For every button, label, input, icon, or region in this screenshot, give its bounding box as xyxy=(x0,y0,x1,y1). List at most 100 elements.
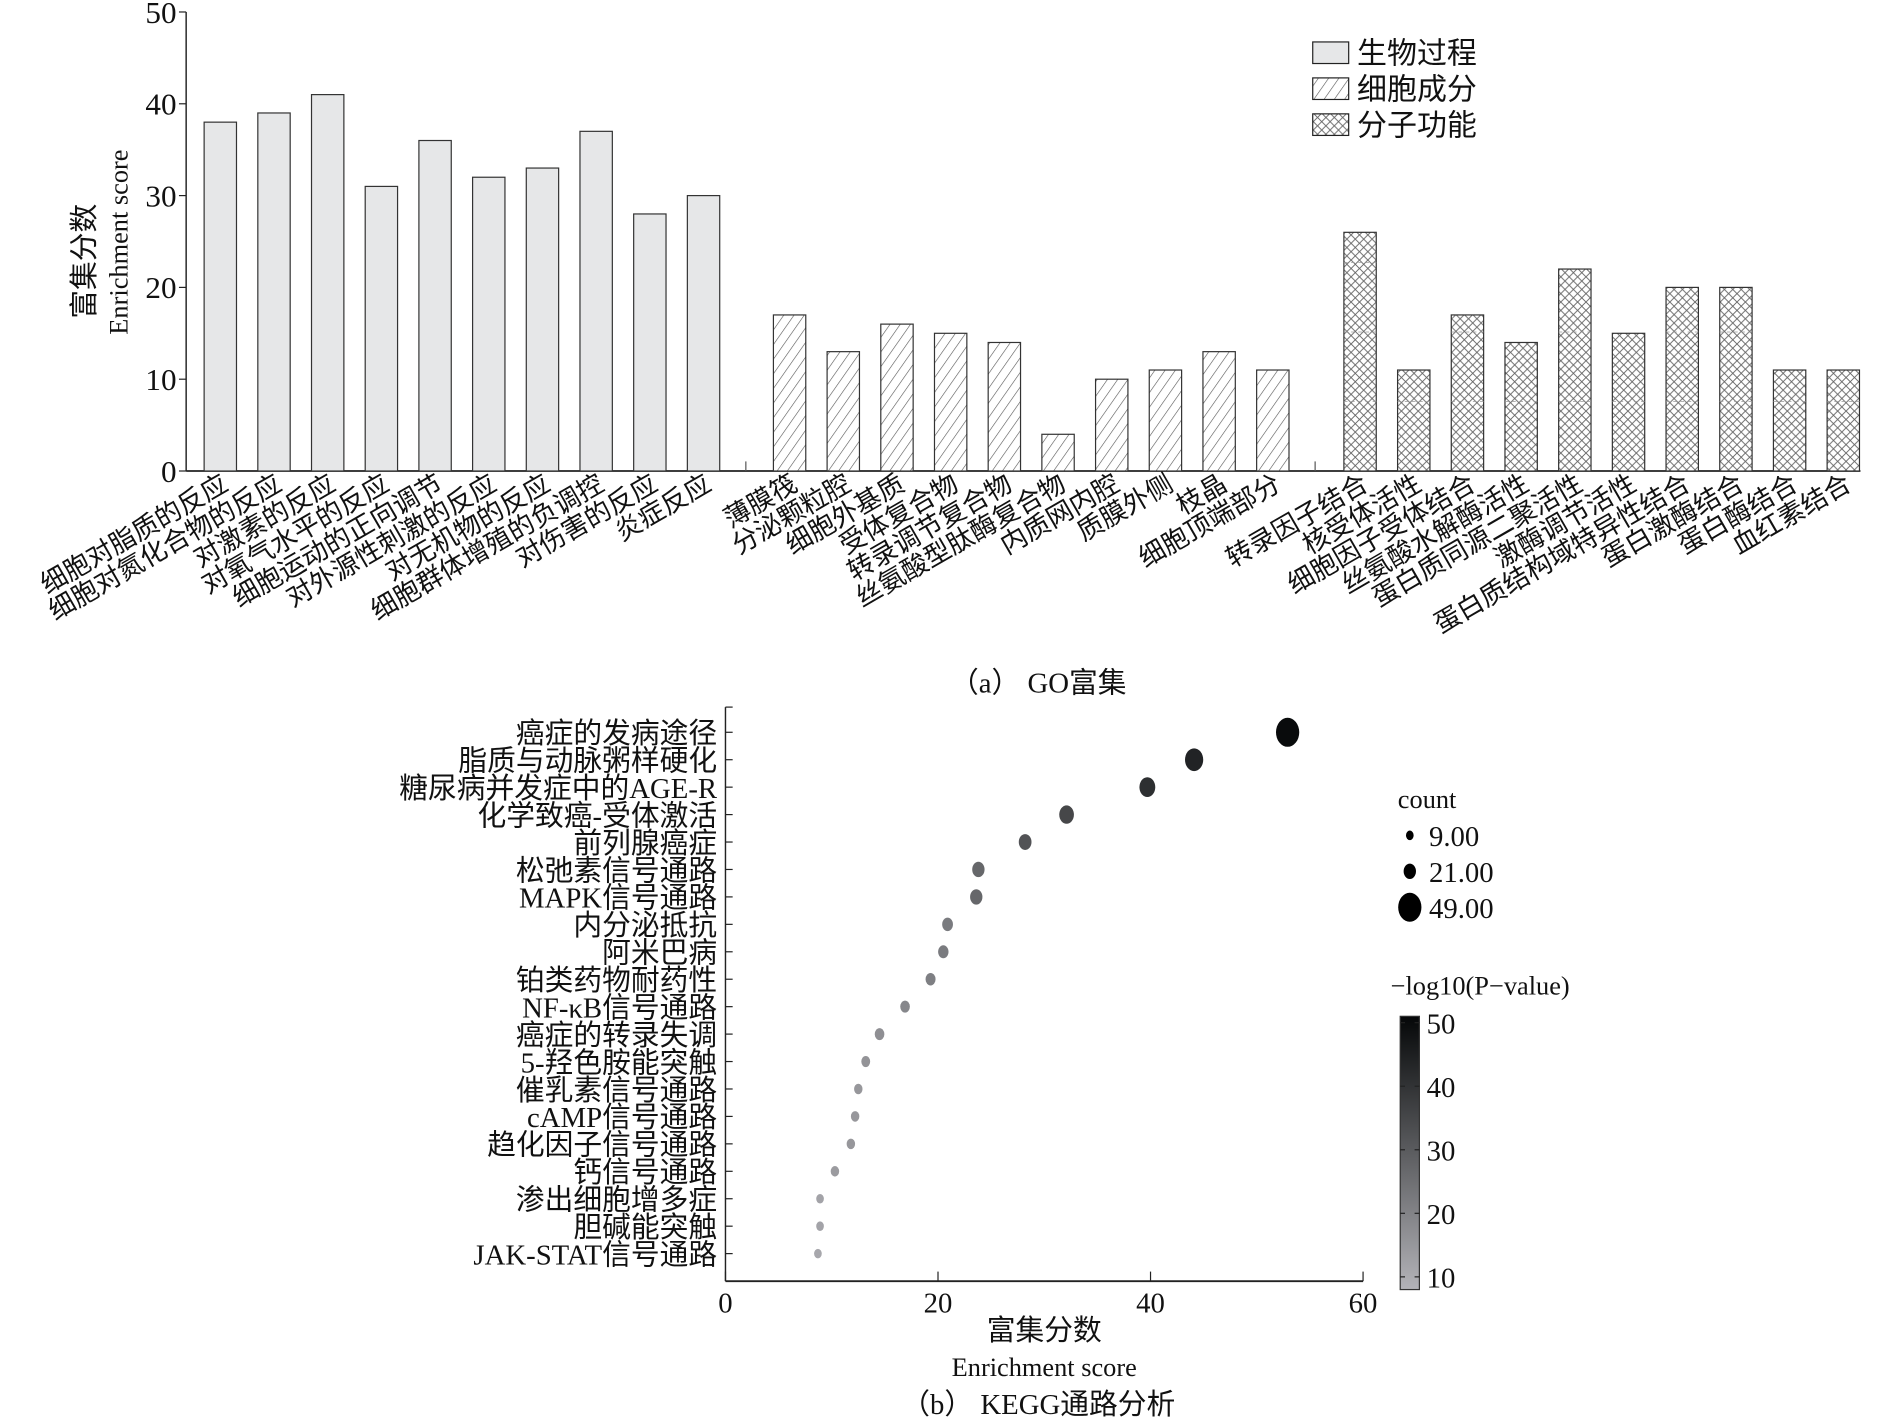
bar-solid xyxy=(579,130,613,472)
pathway-label: 5-羟色胺能突触 xyxy=(521,1047,717,1079)
bar-solid xyxy=(364,185,399,472)
legend-label: 细胞成分 xyxy=(1357,73,1477,106)
pathway-label: 内分泌抵抗 xyxy=(573,910,717,942)
pathway-label: cAMP信号通路 xyxy=(527,1102,717,1134)
size-legend-dot xyxy=(1403,863,1416,880)
pathway-label: 催乳素信号通路 xyxy=(516,1075,717,1107)
legend-swatch-solid xyxy=(1312,41,1350,65)
y-tick-label: 10 xyxy=(145,362,176,397)
data-point xyxy=(814,1248,822,1259)
kegg-pathway-chart: 0 20 40 60 富集分数 Enrichment score （b） KEGG通路分析 癌… xyxy=(399,706,1570,1421)
pathway-label: 糖尿病并发症中的AGE-R xyxy=(399,773,718,805)
bar-diagonal-hatch xyxy=(1148,369,1183,472)
pathway-label: 前列腺癌症 xyxy=(573,828,717,860)
x-tick-label: 20 xyxy=(924,1287,953,1319)
size-legend-label: 49.00 xyxy=(1429,893,1494,925)
bar-cross-hatch xyxy=(1719,286,1753,472)
pathway-label: 趋化因子信号通路 xyxy=(487,1130,717,1162)
x-tick-label: 0 xyxy=(718,1287,732,1319)
data-point xyxy=(938,945,949,959)
bar-cross-hatch xyxy=(1826,369,1861,472)
colorbar-tick-label: 40 xyxy=(1427,1072,1456,1104)
x-axis-label-en: Enrichment score xyxy=(952,1353,1137,1382)
y-tick-label: 50 xyxy=(145,0,176,30)
bar-solid xyxy=(310,94,345,472)
data-point xyxy=(1059,805,1074,824)
y-axis-label-en: Enrichment score xyxy=(104,150,133,335)
bar-diagonal-hatch xyxy=(1256,369,1290,472)
colorbar-tick-label: 50 xyxy=(1427,1008,1456,1040)
caption-a: （a） GO富集 xyxy=(950,668,1126,700)
bar-cross-hatch xyxy=(1343,231,1377,472)
x-tick-label: 60 xyxy=(1349,1287,1378,1319)
pathway-label: JAK-STAT信号通路 xyxy=(473,1239,717,1271)
data-point xyxy=(846,1138,856,1150)
bar-cross-hatch xyxy=(1396,369,1431,472)
bar-cross-hatch xyxy=(1558,268,1592,472)
legend-label: 分子功能 xyxy=(1357,109,1477,142)
bar-cross-hatch xyxy=(1772,369,1807,472)
bar-diagonal-hatch xyxy=(933,332,968,472)
data-point xyxy=(854,1083,863,1095)
bar-solid xyxy=(257,112,291,472)
size-legend-label: 9.00 xyxy=(1429,821,1479,853)
y-tick-label: 0 xyxy=(161,454,177,489)
colorbar-tick-label: 30 xyxy=(1427,1136,1456,1168)
y-tick-label: 30 xyxy=(145,178,176,213)
data-point xyxy=(925,972,936,986)
y-tick-label: 40 xyxy=(145,87,176,122)
size-legend-dot xyxy=(1405,830,1414,841)
size-legend-dot xyxy=(1398,892,1422,922)
bar-diagonal-hatch xyxy=(987,341,1022,472)
pathway-label: 铂类药物耐药性 xyxy=(516,965,717,997)
bar-diagonal-hatch xyxy=(1202,351,1236,472)
bar-cross-hatch xyxy=(1665,286,1700,472)
bar-solid xyxy=(686,194,721,472)
pathway-label: NF-κB信号通路 xyxy=(522,992,717,1024)
data-point xyxy=(830,1166,840,1177)
pathway-label: 胆碱能突触 xyxy=(573,1212,717,1244)
data-point xyxy=(850,1111,860,1122)
pathway-label: 阿米巴病 xyxy=(602,938,717,970)
size-legend-label: 21.00 xyxy=(1429,857,1494,889)
bar-diagonal-hatch xyxy=(880,323,914,472)
data-point xyxy=(874,1028,885,1041)
data-point xyxy=(1275,717,1300,747)
color-legend-title: −log10(P−value) xyxy=(1391,972,1570,1001)
pathway-label: 化学致癌-受体激活 xyxy=(478,800,718,832)
caption-b: （b） KEGG通路分析 xyxy=(901,1389,1175,1421)
x-axis-label-cn: 富集分数 xyxy=(987,1315,1102,1347)
y-axis-label-cn: 富集分数 xyxy=(69,204,101,319)
pathway-label: 癌症的发病途径 xyxy=(516,718,717,750)
x-tick-label: 40 xyxy=(1136,1287,1165,1319)
bar-diagonal-hatch xyxy=(1094,378,1129,472)
pathway-label: MAPK信号通路 xyxy=(519,883,717,915)
data-point xyxy=(970,889,983,905)
bar-solid xyxy=(525,167,560,472)
bar-solid xyxy=(633,213,667,472)
data-point xyxy=(1185,748,1204,772)
pathway-label: 松弛素信号通路 xyxy=(516,855,717,887)
colorbar-tick-label: 20 xyxy=(1427,1199,1456,1231)
pathway-label: 脂质与动脉粥样硬化 xyxy=(458,746,717,778)
pathway-label: 渗出细胞增多症 xyxy=(516,1185,717,1217)
bar-diagonal-hatch xyxy=(826,351,861,472)
data-point xyxy=(861,1056,871,1068)
data-point xyxy=(1139,777,1156,798)
pathway-label: 癌症的转录失调 xyxy=(516,1020,717,1052)
data-point xyxy=(942,917,953,932)
colorbar xyxy=(1399,1015,1420,1291)
bar-cross-hatch xyxy=(1450,314,1485,472)
bar-diagonal-hatch xyxy=(772,314,807,472)
y-tick-label: 20 xyxy=(145,270,176,305)
bar-solid xyxy=(471,176,506,472)
bar-solid xyxy=(418,139,452,472)
data-point xyxy=(816,1221,824,1231)
legend-swatch-diagonal-hatch xyxy=(1312,77,1350,101)
data-point xyxy=(1018,834,1032,850)
bar-diagonal-hatch xyxy=(1041,433,1075,472)
legend-label: 生物过程 xyxy=(1357,38,1477,71)
data-point xyxy=(972,861,985,878)
